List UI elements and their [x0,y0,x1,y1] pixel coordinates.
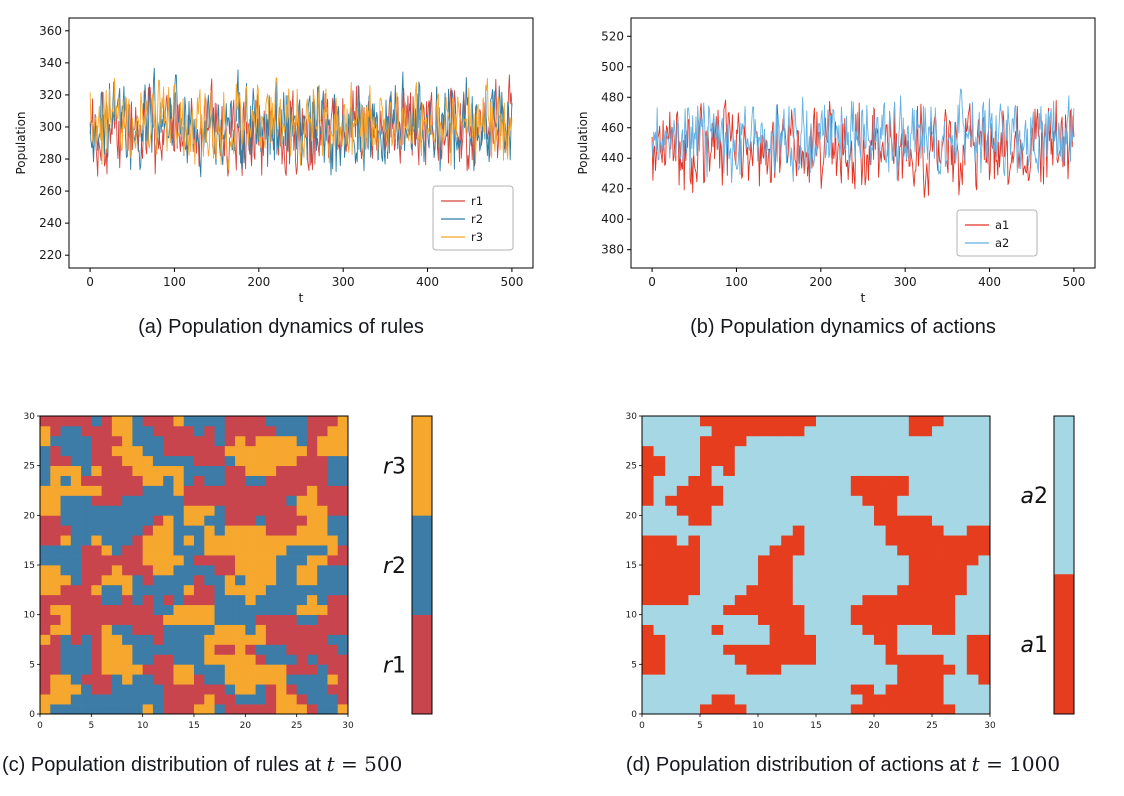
svg-text:0: 0 [86,275,94,289]
svg-text:5: 5 [29,660,35,670]
svg-text:a1: a1 [995,218,1009,232]
caption-a: (a) Population dynamics of rules [138,316,424,338]
svg-text:500: 500 [601,60,624,74]
svg-text:20: 20 [240,721,252,731]
svg-text:500: 500 [500,275,523,289]
heatmap-actions: 0 5 10 15 20 25 30 0 5 10 15 20 25 30 [626,412,996,731]
svg-text:10: 10 [626,611,638,621]
svg-text:t: t [861,290,866,305]
svg-text:30: 30 [626,412,638,422]
caption-b: (b) Population dynamics of actions [690,316,996,338]
svg-text:20: 20 [24,511,36,521]
caption-d-text: (d) Population distribution of actions a… [625,754,972,776]
svg-text:380: 380 [601,243,624,257]
caption-c-text: (c) Population distribution of rules at [2,754,327,776]
svg-text:25: 25 [926,721,937,731]
svg-text:30: 30 [342,721,354,731]
svg-text:5: 5 [697,721,703,731]
svg-text:500: 500 [1062,275,1085,289]
svg-text:340: 340 [39,56,62,70]
svg-text:400: 400 [416,275,439,289]
panel-rules-distribution: 0 5 10 15 20 25 30 0 5 10 15 20 25 30 r1 r2 r3 (c) Popu… [0,348,562,796]
svg-text:300: 300 [894,275,917,289]
caption-d: (d) Population distribution of actions a… [562,752,1124,777]
svg-text:t: t [299,290,304,305]
svg-text:100: 100 [163,275,186,289]
svg-text:r2: r2 [471,212,483,226]
heatmap-row-rules: 0 5 10 15 20 25 30 0 5 10 15 20 25 30 r1 r2 r3 [12,408,562,742]
svg-text:400: 400 [601,212,624,226]
svg-text:15: 15 [626,561,637,571]
svg-text:400: 400 [978,275,1001,289]
svg-text:30: 30 [984,721,996,731]
caption-c-math-var: t [326,752,335,776]
svg-text:300: 300 [332,275,355,289]
panel-actions-distribution: 0 5 10 15 20 25 30 0 5 10 15 20 25 30 a1 a2 (d) Popula… [562,348,1124,796]
svg-text:a1: a1 [1021,633,1048,658]
svg-text:10: 10 [752,721,764,731]
svg-text:r3: r3 [383,455,406,480]
heatmap-rules: 0 5 10 15 20 25 30 0 5 10 15 20 25 30 [24,412,354,731]
svg-text:480: 480 [601,90,624,104]
line-chart-actions: 0 100 200 300 400 500 380 400 420 440 460 480 500 520… [576,17,1096,305]
svg-text:220: 220 [39,248,62,262]
svg-text:30: 30 [24,412,36,422]
svg-text:15: 15 [24,561,35,571]
svg-text:520: 520 [601,29,624,43]
svg-text:440: 440 [601,151,624,165]
svg-text:20: 20 [626,511,638,521]
svg-text:25: 25 [24,462,35,472]
svg-text:10: 10 [137,721,149,731]
svg-text:r3: r3 [471,230,483,244]
svg-text:280: 280 [39,152,62,166]
panel-actions-dynamics: 0 100 200 300 400 500 380 400 420 440 460 480 500 520… [562,0,1124,348]
svg-text:25: 25 [291,721,302,731]
line-chart-rules: 0 100 200 300 400 500 220 240 260 280 300 320 340 360… [14,17,534,305]
svg-text:15: 15 [188,721,199,731]
svg-text:10: 10 [24,611,36,621]
svg-text:240: 240 [39,216,62,230]
svg-text:Population: Population [14,111,28,174]
svg-text:0: 0 [648,275,656,289]
svg-text:460: 460 [601,121,624,135]
colorbar-rules: r1 r2 r3 [383,415,433,715]
svg-text:a2: a2 [1021,484,1048,509]
heatmap-row-actions: 0 5 10 15 20 25 30 0 5 10 15 20 25 30 a1 a2 [614,408,1124,742]
svg-text:r1: r1 [471,194,483,208]
svg-text:0: 0 [631,710,637,720]
svg-text:15: 15 [810,721,821,731]
caption-d-math-var: t [971,752,980,776]
svg-text:20: 20 [868,721,880,731]
svg-text:0: 0 [37,721,43,731]
svg-text:360: 360 [39,24,62,38]
caption-c: (c) Population distribution of rules at … [2,752,562,777]
caption-c-math-rest: = 500 [334,752,403,776]
colorbar-actions: a1 a2 [1021,415,1075,715]
svg-text:0: 0 [639,721,645,731]
svg-text:0: 0 [29,710,35,720]
svg-text:Population: Population [576,111,590,174]
svg-text:420: 420 [601,182,624,196]
caption-d-math-rest: = 1000 [979,752,1061,776]
svg-text:5: 5 [88,721,94,731]
svg-text:200: 200 [247,275,270,289]
svg-text:5: 5 [631,660,637,670]
svg-text:320: 320 [39,88,62,102]
svg-text:100: 100 [725,275,748,289]
svg-text:300: 300 [39,120,62,134]
svg-text:r2: r2 [383,554,406,579]
svg-text:r1: r1 [383,653,406,678]
svg-text:a2: a2 [995,236,1009,250]
svg-text:200: 200 [809,275,832,289]
panel-rules-dynamics: 0 100 200 300 400 500 220 240 260 280 300 320 340 360… [0,0,562,348]
svg-text:25: 25 [626,462,637,472]
svg-text:260: 260 [39,184,62,198]
